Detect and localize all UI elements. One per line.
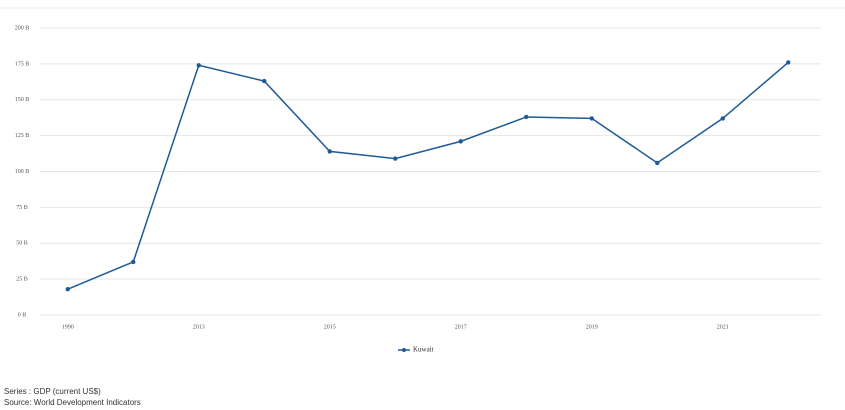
y-tick-label: 125 B [15,133,30,139]
x-tick-label: 2013 [193,324,205,330]
data-point [327,149,332,154]
x-tick-label: 2019 [586,324,598,330]
data-point [524,114,529,120]
y-tick-label: 0 B [18,312,27,318]
y-tick-label: 175 B [15,61,30,67]
data-point [458,139,463,144]
x-tick-label: 1990 [62,324,74,330]
data-point [786,60,791,65]
y-tick-label: 50 B [16,241,28,247]
y-tick-label: 150 B [15,97,30,103]
data-point [393,156,398,161]
legend-marker [402,348,406,352]
y-tick-label: 75 B [16,205,28,211]
x-tick-label: 2021 [717,324,729,330]
data-point [262,78,267,84]
y-tick-label: 25 B [16,277,28,283]
data-point [655,160,660,166]
data-point [131,259,136,265]
footer-series: Series : GDP (current US$) [4,387,101,396]
x-tick-label: 2015 [324,324,336,330]
data-point [589,116,594,121]
legend-label: Kuwait [413,346,434,354]
series-line [67,61,789,290]
data-point [196,63,201,68]
y-tick-label: 100 B [15,169,30,175]
footer-source: Source: World Development Indicators [4,398,141,407]
x-tick-label: 2017 [455,324,467,330]
y-tick-label: 200 B [15,25,30,31]
data-point [720,116,725,121]
data-point [65,286,70,292]
